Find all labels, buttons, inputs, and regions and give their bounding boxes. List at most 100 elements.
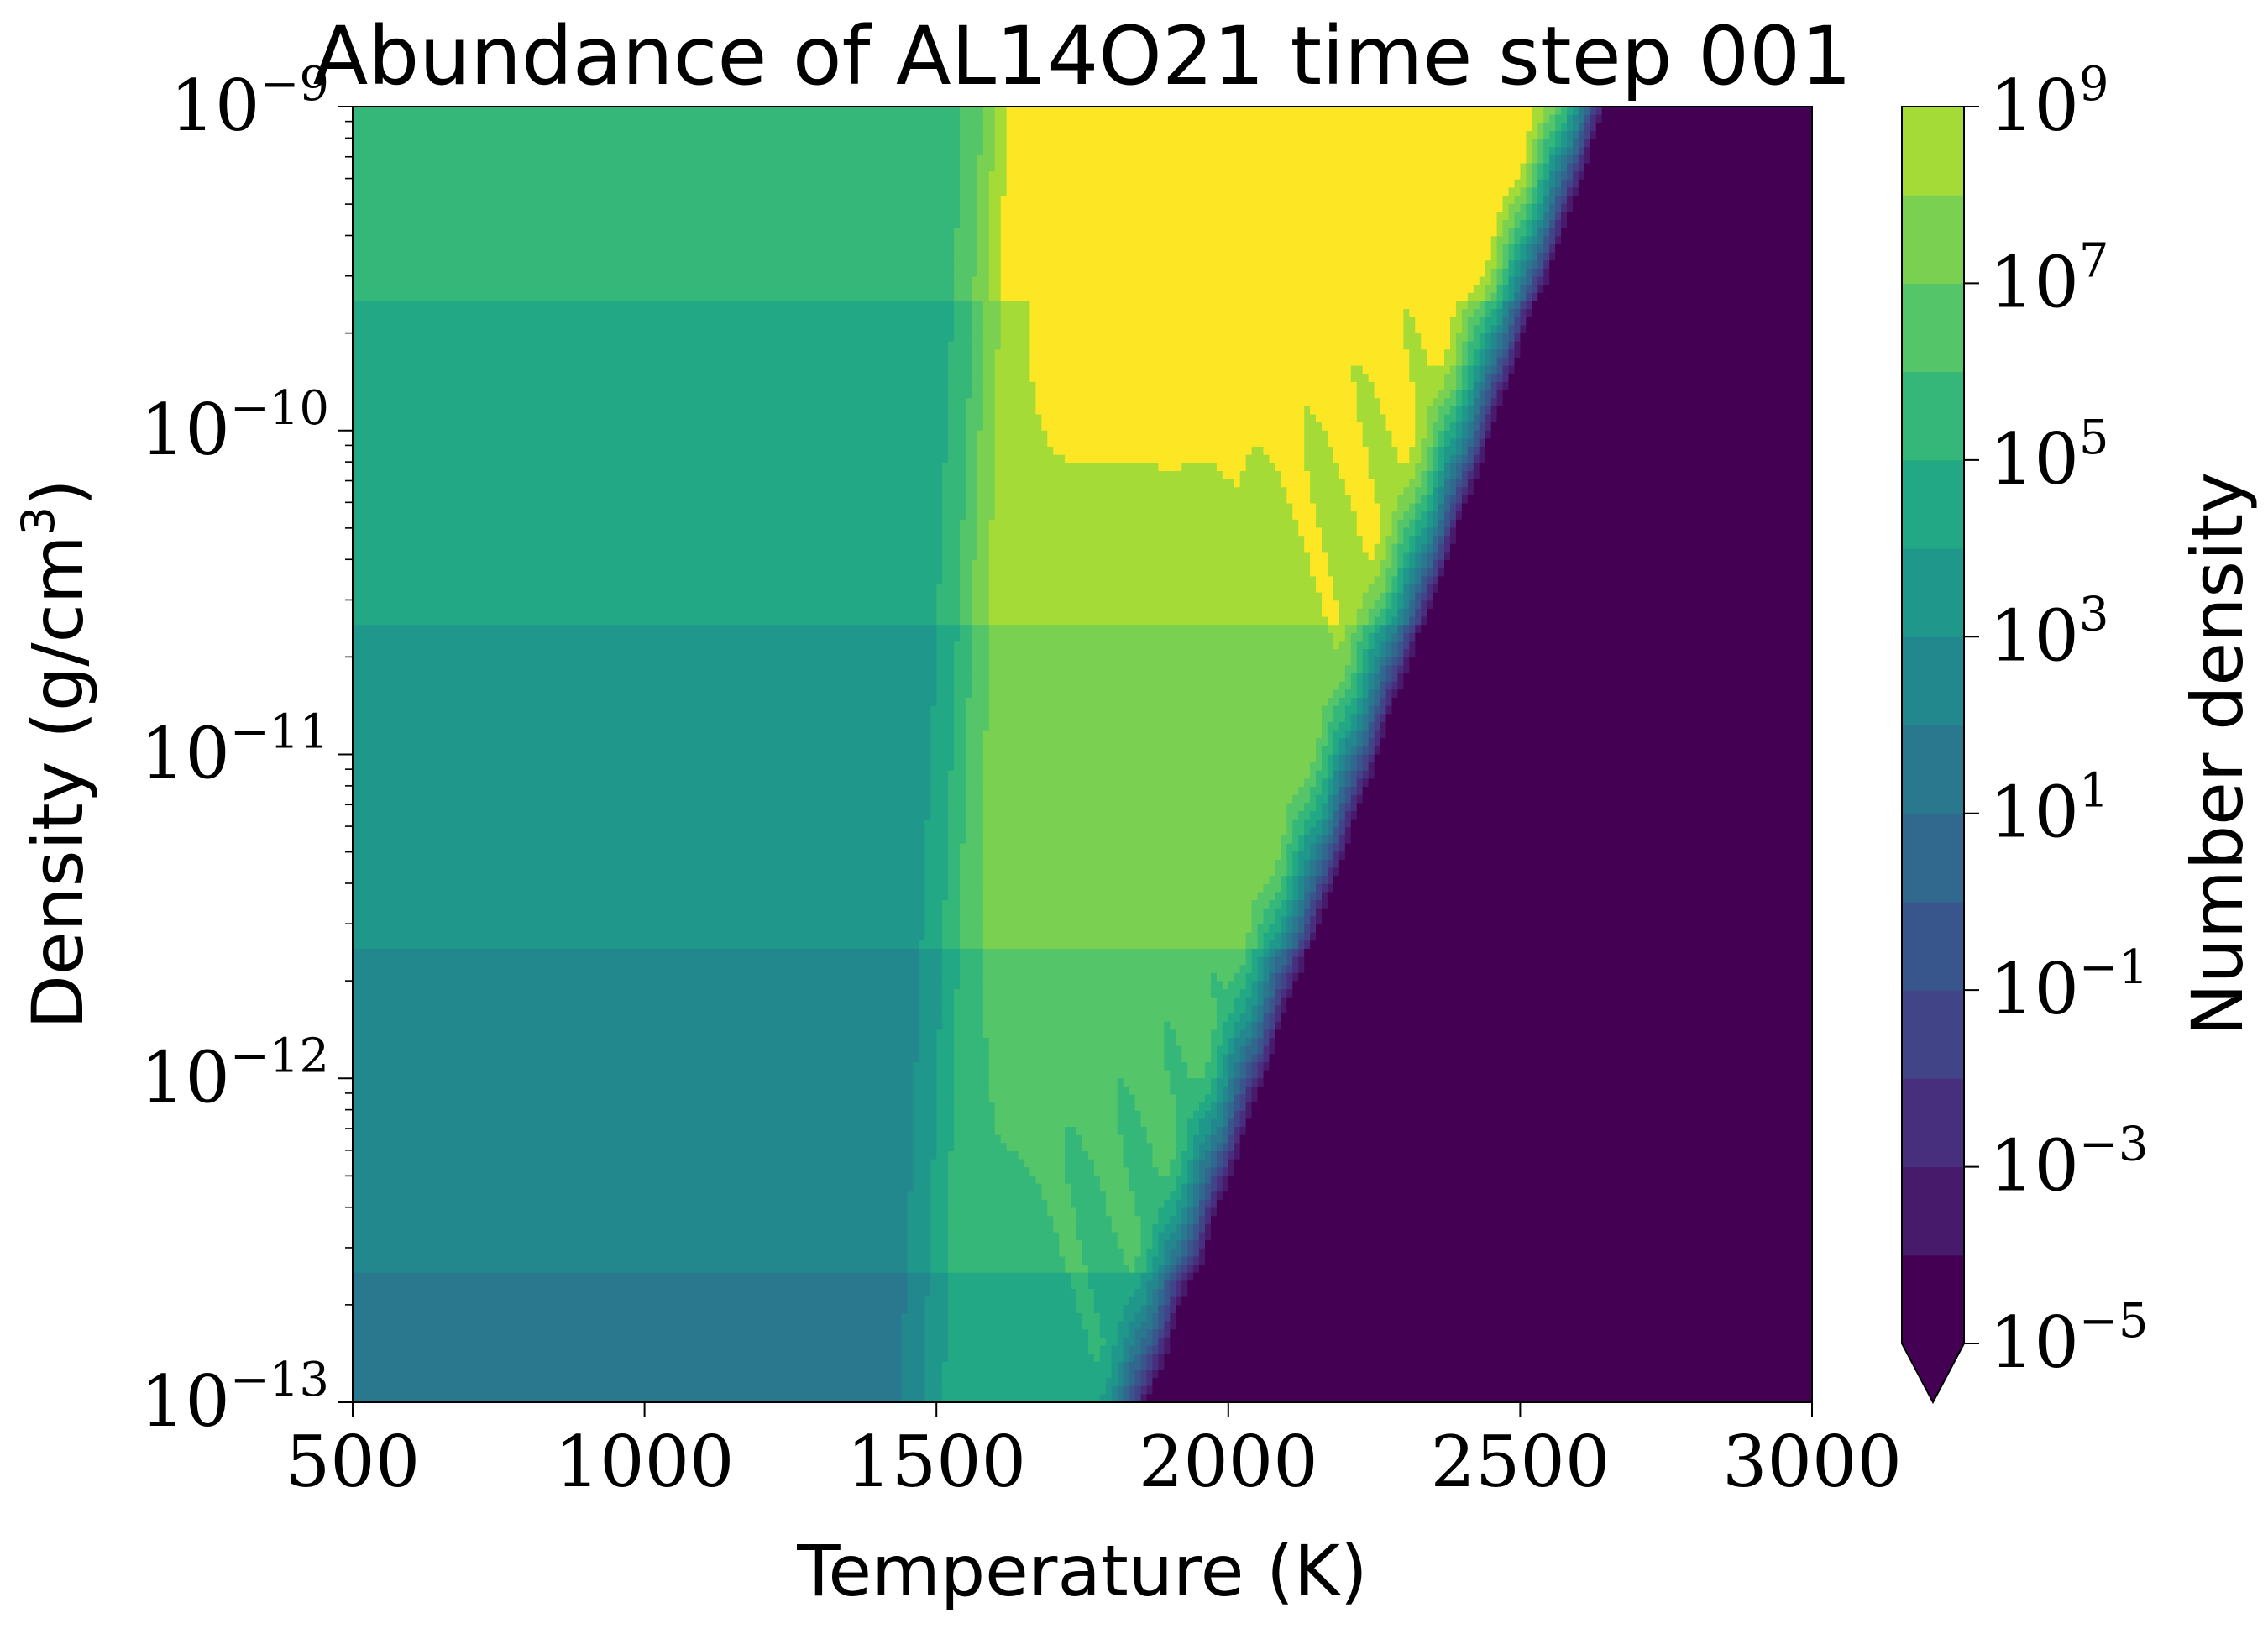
- contour-cell: [988, 187, 1008, 196]
- contour-cell: [960, 220, 978, 229]
- contour-cell: [1123, 1078, 1171, 1087]
- contour-cell: [1374, 673, 1381, 683]
- contour-cell: [1520, 341, 1812, 350]
- contour-cell: [1239, 1061, 1247, 1071]
- contour-cell: [1584, 171, 1812, 181]
- contour-cell: [1595, 123, 1812, 132]
- contour-cell: [1146, 1288, 1154, 1298]
- contour-cell: [1210, 1216, 1812, 1225]
- contour-cell: [1187, 1134, 1194, 1144]
- contour-cell: [1555, 147, 1562, 156]
- contour-cell: [1140, 1240, 1154, 1249]
- contour-cell: [1327, 721, 1340, 731]
- contour-cell: [1520, 171, 1527, 181]
- contour-cell: [919, 997, 943, 1007]
- contour-cell: [913, 1167, 931, 1176]
- contour-cell: [1333, 811, 1340, 820]
- contour-cell: [971, 381, 984, 391]
- contour-cell: [965, 721, 990, 731]
- contour-cell: [988, 665, 1346, 674]
- contour-cell: [1397, 689, 1812, 699]
- contour-cell: [954, 317, 972, 326]
- contour-cell: [1158, 1361, 1165, 1371]
- contour-cell: [1438, 470, 1445, 480]
- contour-cell: [1245, 956, 1253, 966]
- contour-cell: [1292, 503, 1317, 512]
- contour-cell: [988, 641, 1334, 650]
- contour-cell: [930, 811, 949, 820]
- contour-cell: [1304, 867, 1311, 877]
- contour-cell: [1304, 414, 1317, 423]
- contour-cell: [1350, 803, 1358, 812]
- contour-cell: [1111, 1354, 1124, 1363]
- contour-cell: [1338, 681, 1352, 690]
- contour-cell: [924, 932, 943, 941]
- contour-cell: [1397, 625, 1404, 634]
- contour-cell: [1344, 811, 1352, 820]
- contour-cell: [353, 220, 961, 229]
- contour-cell: [1286, 932, 1293, 941]
- contour-cell: [353, 511, 943, 521]
- contour-cell: [954, 1045, 990, 1055]
- contour-cell: [1170, 1329, 1812, 1338]
- contour-cell: [1164, 1305, 1171, 1314]
- contour-cell: [1117, 1078, 1124, 1087]
- contour-cell: [1210, 1175, 1218, 1185]
- contour-cell: [1438, 584, 1812, 594]
- contour-cell: [1316, 746, 1323, 756]
- contour-cell: [948, 1345, 1089, 1354]
- contour-cell: [1251, 989, 1259, 998]
- contour-cell: [1292, 819, 1305, 828]
- contour-cell: [1561, 236, 1812, 245]
- contour-cell: [1421, 438, 1433, 448]
- contour-cell: [1467, 470, 1474, 480]
- contour-cell: [1421, 592, 1427, 601]
- contour-cell: [1281, 965, 1287, 974]
- contour-cell: [1111, 1223, 1142, 1233]
- contour-cell: [1415, 487, 1427, 496]
- contour-cell: [1391, 673, 1399, 683]
- contour-cell: [1257, 965, 1265, 974]
- contour-cell: [1093, 1305, 1124, 1314]
- contour-cell: [1567, 139, 1574, 148]
- contour-cell: [1380, 511, 1393, 521]
- contour-cell: [1257, 940, 1265, 950]
- contour-cell: [1385, 689, 1393, 699]
- contour-cell: [907, 1240, 931, 1249]
- contour-cell: [1269, 956, 1276, 966]
- contour-cell: [1356, 390, 1375, 399]
- contour-cell: [954, 705, 966, 715]
- contour-cell: [1532, 276, 1538, 285]
- contour-cell: [1537, 196, 1544, 205]
- contour-cell: [954, 1127, 996, 1136]
- contour-cell: [982, 803, 1287, 812]
- contour-cell: [1444, 374, 1457, 383]
- contour-cell: [1496, 212, 1510, 221]
- contour-cell: [1578, 179, 1812, 189]
- contour-cell: [977, 552, 990, 561]
- contour-cell: [1543, 130, 1550, 140]
- contour-cell: [1433, 552, 1439, 561]
- contour-cell: [1140, 1223, 1154, 1233]
- contour-cell: [1438, 390, 1451, 399]
- contour-cell: [954, 1005, 984, 1014]
- contour-cell: [1403, 317, 1416, 326]
- contour-cell: [1532, 139, 1538, 148]
- contour-cell: [1572, 147, 1579, 156]
- contour-cell: [1368, 714, 1375, 723]
- contour-cell: [1087, 1329, 1101, 1338]
- contour-cell: [1449, 406, 1457, 416]
- contour-cell: [1479, 414, 1486, 423]
- contour-cell: [353, 1321, 903, 1330]
- contour-cell: [1129, 1296, 1148, 1306]
- contour-cell: [988, 705, 1323, 715]
- contour-cell: [353, 325, 955, 334]
- contour-cell: [1380, 519, 1393, 529]
- contour-cell: [1444, 511, 1451, 521]
- contour-cell: [1216, 1143, 1223, 1152]
- contour-cell: [977, 187, 990, 196]
- contour-cell: [1117, 1321, 1130, 1330]
- contour-cell: [1286, 883, 1293, 893]
- contour-cell: [1170, 1078, 1212, 1087]
- contour-cell: [982, 349, 996, 359]
